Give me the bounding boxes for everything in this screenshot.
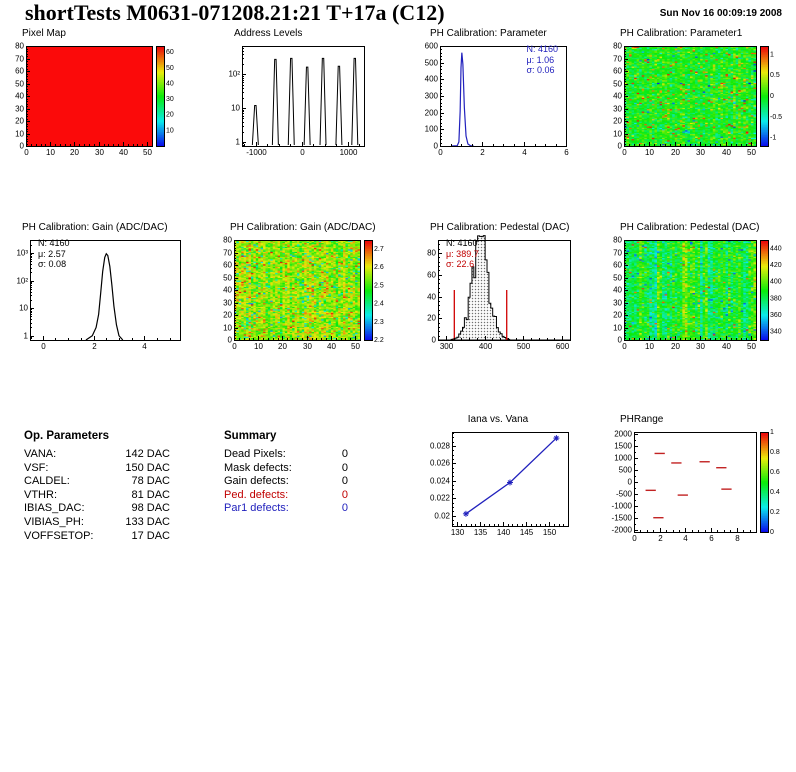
stats-box: N: 4160 μ: 1.06 σ: 0.06 <box>526 44 558 76</box>
stats-line: σ: 0.08 <box>38 259 67 269</box>
op-parameters-title: Op. Parameters <box>24 430 110 442</box>
pixel-map-canvas <box>6 40 188 160</box>
stats-line: σ: 0.06 <box>526 65 555 75</box>
text-row: Dead Pixels: 0 <box>224 448 348 460</box>
gain-map-canvas <box>214 234 396 354</box>
stats-line: N: 4160 <box>526 44 558 54</box>
op-parameters-rows: VANA: 142 DAC VSF: 150 DAC CALDEL: 78 DAC VTHR… <box>24 448 170 543</box>
summary-block: Summary Dead Pixels: 0 Mask defects: 0 Gain … <box>224 430 348 516</box>
plot-title: PHRange <box>620 414 664 425</box>
pedestal-hist-canvas <box>414 234 578 354</box>
text-row: Gain defects: 0 <box>224 475 348 488</box>
text-row: IBIAS_DAC: 98 DAC <box>24 502 170 515</box>
text-row: Mask defects: 0 <box>224 461 348 474</box>
stats-line: σ: 22.6 <box>446 259 475 269</box>
plot-title: PH Calibration: Gain (ADC/DAC) <box>22 222 168 233</box>
text-row: CALDEL: 78 DAC <box>24 475 170 488</box>
plot-title: Pixel Map <box>22 28 66 39</box>
stats-box: N: 4160 μ: 389.7 σ: 22.6 <box>446 238 479 270</box>
plot-title: Address Levels <box>234 28 303 39</box>
plot-title: PH Calibration: Pedestal (DAC) <box>430 222 570 233</box>
plot-title: PH Calibration: Pedestal (DAC) <box>620 222 760 233</box>
plot-iana-vs-vana: Iana vs. Vana <box>420 414 576 540</box>
summary-title: Summary <box>224 430 277 442</box>
plot-title: Iana vs. Vana <box>467 414 529 425</box>
plot-gain-map: PH Calibration: Gain (ADC/DAC) <box>214 222 396 354</box>
text-row: VTHR: 81 DAC <box>24 488 170 501</box>
plot-address-levels: Address Levels <box>218 28 372 160</box>
plot-ph-parameter: PH Calibration: Parameter N: 4160 μ: 1.06… <box>414 28 574 160</box>
timestamp: Sun Nov 16 00:09:19 2008 <box>659 8 782 19</box>
plot-pedestal-hist: PH Calibration: Pedestal (DAC) N: 4160 μ:… <box>414 222 578 354</box>
op-parameters-block: Op. Parameters VANA: 142 DAC VSF: 150 DAC CA… <box>24 430 170 543</box>
text-row: Ped. defects: 0 <box>224 488 348 501</box>
stats-line: μ: 2.57 <box>38 248 66 259</box>
plot-gain-hist: PH Calibration: Gain (ADC/DAC) N: 4160 μ:… <box>6 222 188 354</box>
plot-pixel-map: Pixel Map <box>6 28 188 160</box>
plot-title: PH Calibration: Parameter1 <box>620 28 743 39</box>
phrange-canvas <box>604 426 792 546</box>
text-row: Par1 defects: 0 <box>224 502 348 515</box>
plot-ph-parameter1-map: PH Calibration: Parameter1 <box>604 28 792 160</box>
ph-parameter-canvas <box>414 40 574 160</box>
ph-parameter1-map-canvas <box>604 40 792 160</box>
text-row: VSF: 150 DAC <box>24 461 170 474</box>
pedestal-map-canvas <box>604 234 792 354</box>
text-row: VIBIAS_PH: 133 DAC <box>24 515 170 528</box>
summary-rows: Dead Pixels: 0 Mask defects: 0 Gain defects:… <box>224 448 348 516</box>
address-levels-canvas <box>218 40 372 160</box>
stats-box: N: 4160 μ: 2.57 σ: 0.08 <box>38 238 70 270</box>
text-row: VOFFSETOP: 17 DAC <box>24 529 170 542</box>
stats-line: N: 4160 <box>446 238 478 248</box>
plot-title: PH Calibration: Gain (ADC/DAC) <box>230 222 376 233</box>
stats-line: N: 4160 <box>38 238 70 248</box>
iana-vs-vana-canvas <box>420 426 576 540</box>
page-title: shortTests M0631-071208.21:21 T+17a (C12… <box>25 0 445 25</box>
stats-line: μ: 1.06 <box>526 54 555 65</box>
plot-pedestal-map: PH Calibration: Pedestal (DAC) <box>604 222 792 354</box>
plot-title: PH Calibration: Parameter <box>430 28 547 39</box>
gain-hist-canvas <box>6 234 188 354</box>
text-row: VANA: 142 DAC <box>24 448 170 460</box>
stats-line: μ: 389.7 <box>446 248 479 259</box>
plot-phrange: PHRange <box>604 414 792 546</box>
